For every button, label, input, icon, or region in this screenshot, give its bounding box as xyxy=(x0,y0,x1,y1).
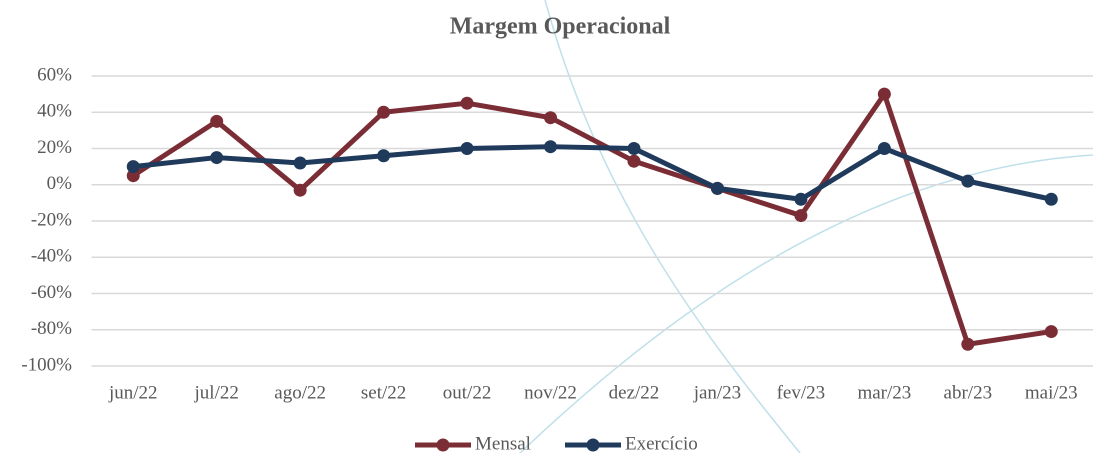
y-tick-label: -80% xyxy=(31,318,72,339)
marker xyxy=(293,156,307,170)
decoration xyxy=(544,0,801,453)
marker xyxy=(126,160,140,174)
y-tick-label: -40% xyxy=(31,246,72,267)
x-tick-label: jan/23 xyxy=(693,382,742,403)
x-tick-label: abr/23 xyxy=(944,382,993,403)
marker xyxy=(377,105,391,119)
x-tick-label: mar/23 xyxy=(857,382,911,403)
y-tick-label: 60% xyxy=(37,64,72,85)
y-tick-label: 20% xyxy=(37,137,72,158)
marker xyxy=(460,96,474,110)
marker xyxy=(794,192,808,206)
marker xyxy=(293,183,307,197)
y-tick-label: -100% xyxy=(21,354,72,375)
x-tick-label: jul/22 xyxy=(194,382,239,403)
line xyxy=(131,91,1052,347)
legend-label: Exercício xyxy=(625,433,698,453)
chart-title: Margem Operacional xyxy=(450,14,671,40)
x-tick-label: out/22 xyxy=(443,382,492,403)
marker xyxy=(460,142,474,155)
marker xyxy=(544,140,558,154)
marker xyxy=(961,337,975,351)
x-tick-label: ago/22 xyxy=(274,382,326,403)
x-tick-label: mai/23 xyxy=(1025,382,1078,403)
marker xyxy=(1044,192,1058,206)
marker xyxy=(961,174,975,188)
marker xyxy=(627,142,641,155)
x-tick-label: nov/22 xyxy=(524,382,577,403)
y-tick-label: -20% xyxy=(31,209,72,230)
legend-marker xyxy=(436,438,450,452)
marker xyxy=(627,154,641,168)
marker xyxy=(1044,325,1058,339)
marker xyxy=(877,142,891,155)
line xyxy=(132,144,1052,202)
x-tick-label: dez/22 xyxy=(609,382,660,403)
marker xyxy=(794,209,808,223)
marker xyxy=(710,181,724,195)
x-tick-label: fev/23 xyxy=(777,382,826,403)
y-tick-label: 0% xyxy=(47,173,73,194)
x-tick-label: jun/22 xyxy=(108,382,158,403)
x-tick-label: set/22 xyxy=(361,382,406,403)
legend-marker xyxy=(586,438,600,452)
decoration xyxy=(519,154,1093,453)
marker xyxy=(377,149,391,163)
marker xyxy=(544,111,558,125)
legend-label: Mensal xyxy=(475,433,531,453)
marker xyxy=(126,169,140,183)
marker xyxy=(210,151,224,165)
y-tick-label: -60% xyxy=(31,282,72,303)
y-tick-label: 40% xyxy=(37,101,72,122)
marker xyxy=(210,114,224,128)
marker xyxy=(877,87,891,101)
